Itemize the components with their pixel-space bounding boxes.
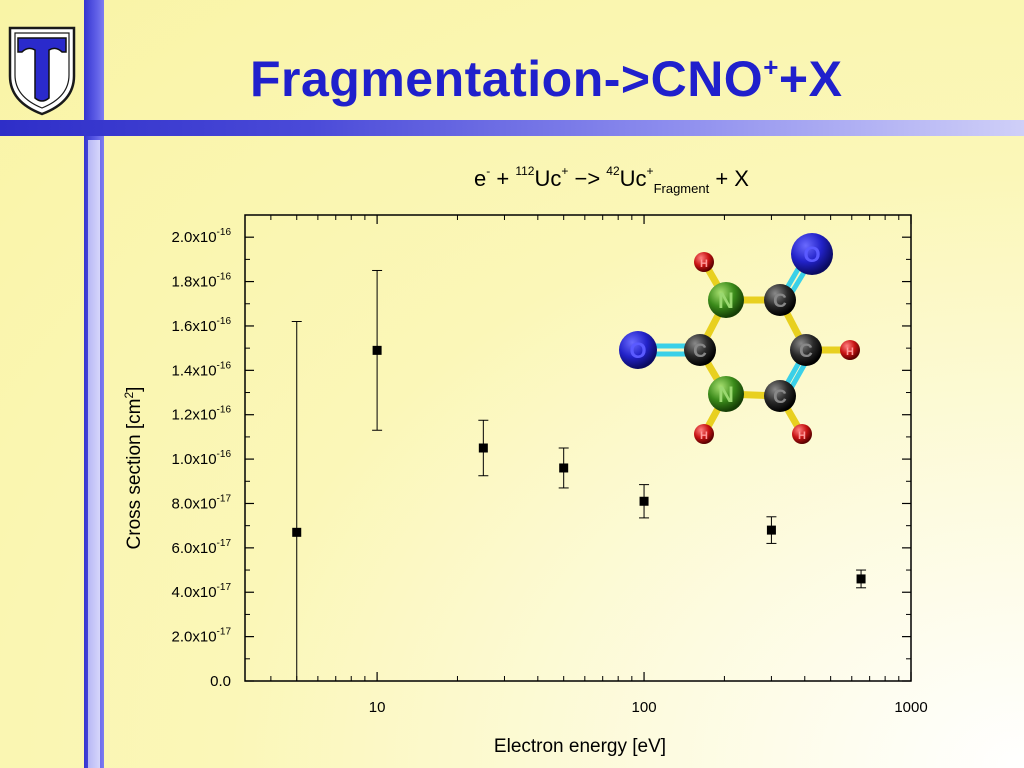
- plot-frame: [244, 214, 912, 682]
- svg-text:C: C: [773, 387, 787, 408]
- oxygen-atom: [791, 233, 833, 275]
- carbon-atom: [764, 380, 796, 412]
- y-tick-label: 0.0: [210, 673, 231, 690]
- y-tick-label: 8.0x10-17: [172, 493, 232, 512]
- uracil-molecule-icon: O O N N C C C C H H H H: [619, 233, 860, 444]
- x-tick-label: 10: [369, 699, 386, 716]
- hydrogen-atom: [840, 340, 860, 360]
- shield-t-logo-icon: [8, 26, 76, 116]
- y-tick-label: 1.0x10-16: [172, 449, 232, 468]
- data-point: [766, 525, 776, 535]
- y-tick-label: 2.0x10-17: [172, 627, 232, 646]
- svg-text:N: N: [718, 382, 734, 407]
- slide-title: Fragmentation->CNO++X: [250, 51, 843, 107]
- svg-text:H: H: [798, 430, 806, 442]
- nitrogen-atom: [708, 376, 744, 412]
- svg-text:H: H: [700, 430, 708, 442]
- svg-text:O: O: [803, 242, 820, 267]
- y-tick-label: 1.2x10-16: [172, 405, 232, 424]
- svg-text:C: C: [799, 341, 813, 362]
- svg-text:N: N: [718, 288, 734, 313]
- data-point: [292, 527, 302, 537]
- y-tick-label: 6.0x10-17: [172, 538, 232, 557]
- svg-text:H: H: [846, 346, 854, 358]
- x-tick-label: 100: [632, 699, 657, 716]
- carbon-atom: [764, 284, 796, 316]
- x-tick-label: 1000: [894, 699, 927, 716]
- svg-text:C: C: [693, 341, 707, 362]
- data-point: [372, 345, 382, 355]
- oxygen-atom: [619, 331, 657, 369]
- data-point: [856, 574, 866, 584]
- carbon-atom: [790, 334, 822, 366]
- x-axis-label: Electron energy [eV]: [494, 736, 666, 757]
- nitrogen-atom: [708, 282, 744, 318]
- data-point: [478, 443, 488, 453]
- y-tick-label: 1.4x10-16: [172, 360, 232, 379]
- vertical-accent-bar-light: [88, 140, 100, 768]
- y-tick-label: 2.0x10-16: [172, 227, 232, 246]
- y-tick-label: 1.6x10-16: [172, 316, 232, 335]
- svg-text:H: H: [700, 258, 708, 270]
- hydrogen-atom: [792, 424, 812, 444]
- svg-text:C: C: [773, 291, 787, 312]
- hydrogen-atom: [694, 252, 714, 272]
- horizontal-accent-bar: [0, 120, 1024, 136]
- hydrogen-atom: [694, 424, 714, 444]
- reaction-equation: e- + 112Uc+ −> 42Uc+Fragment + X: [474, 164, 749, 196]
- y-tick-label: 1.8x10-16: [172, 272, 232, 291]
- y-tick-label: 4.0x10-17: [172, 582, 232, 601]
- data-point: [559, 463, 569, 473]
- data-point: [639, 496, 649, 506]
- svg-text:O: O: [629, 338, 646, 363]
- carbon-atom: [684, 334, 716, 366]
- y-axis-label: Cross section [cm2]: [122, 387, 145, 550]
